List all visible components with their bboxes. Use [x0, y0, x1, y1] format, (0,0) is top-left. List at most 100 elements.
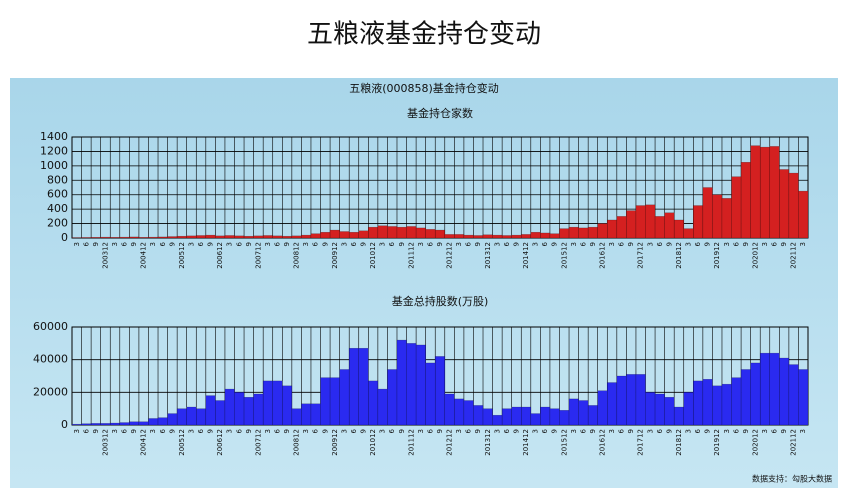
bar — [311, 234, 321, 238]
x-tick-label: 200512 — [178, 242, 186, 269]
bar — [760, 147, 770, 238]
bar — [665, 213, 675, 238]
bar — [626, 211, 636, 238]
x-tick-label: 200712 — [254, 242, 262, 269]
x-tick-label: 9 — [589, 242, 597, 246]
bar — [397, 227, 407, 238]
x-tick-label: 201512 — [560, 429, 568, 456]
bar — [378, 389, 388, 425]
bar — [187, 407, 197, 425]
x-tick-label: 201312 — [484, 242, 492, 269]
x-tick-label: 6 — [618, 428, 626, 433]
bar — [282, 236, 292, 238]
bar — [368, 227, 378, 238]
bar — [282, 386, 292, 425]
bar — [321, 232, 331, 238]
x-tick-label: 9 — [360, 429, 368, 433]
page-title: 五粮液基金持仓变动 — [307, 20, 541, 50]
bar — [588, 405, 598, 425]
x-tick-label: 6 — [579, 241, 587, 246]
x-tick-label: 3 — [111, 242, 119, 246]
x-tick-label: 3 — [608, 242, 616, 246]
bar — [770, 146, 780, 238]
x-tick-label: 201912 — [713, 429, 721, 456]
x-tick-label: 6 — [197, 428, 205, 433]
x-tick-label: 200912 — [331, 242, 339, 269]
x-tick-label: 3 — [264, 429, 272, 433]
bar — [569, 227, 579, 238]
bar — [426, 363, 436, 425]
bar — [168, 414, 178, 425]
x-tick-label: 3 — [799, 242, 807, 246]
bar — [579, 228, 589, 238]
x-tick-label: 9 — [627, 429, 635, 433]
bar — [646, 392, 656, 425]
x-tick-label: 9 — [436, 429, 444, 433]
bar — [349, 232, 359, 238]
bar — [273, 381, 283, 425]
x-tick-label: 6 — [388, 241, 396, 246]
bar — [340, 232, 350, 238]
bar — [674, 407, 684, 425]
x-tick-label: 3 — [226, 242, 234, 246]
x-tick-label: 201112 — [407, 429, 415, 456]
bar — [751, 146, 761, 238]
bar — [712, 195, 722, 238]
x-tick-label: 6 — [656, 428, 664, 433]
x-tick-label: 9 — [283, 429, 291, 433]
bar — [636, 206, 646, 238]
x-tick-label: 6 — [235, 241, 243, 246]
x-tick-label: 6 — [274, 428, 282, 433]
x-tick-label: 3 — [149, 429, 157, 433]
bar — [330, 230, 340, 238]
bar — [301, 235, 311, 238]
x-tick-label: 201612 — [598, 242, 606, 269]
bar — [148, 237, 158, 238]
x-tick-label: 202012 — [751, 429, 759, 456]
x-tick-label: 3 — [149, 242, 157, 246]
x-tick-label: 3 — [532, 429, 540, 433]
x-tick-label: 9 — [704, 429, 712, 433]
y-tick-label: 1200 — [40, 144, 68, 157]
bar — [798, 369, 808, 425]
bar — [531, 414, 541, 425]
x-tick-label: 9 — [130, 429, 138, 433]
x-tick-label: 6 — [656, 241, 664, 246]
x-tick-label: 3 — [570, 242, 578, 246]
x-tick-label: 9 — [512, 242, 520, 246]
y-tick-label: 0 — [61, 231, 68, 244]
x-tick-label: 3 — [417, 242, 425, 246]
x-tick-label: 9 — [474, 242, 482, 246]
x-tick-label: 6 — [771, 428, 779, 433]
bar — [101, 237, 111, 238]
x-tick-label: 201912 — [713, 242, 721, 269]
x-tick-label: 6 — [350, 428, 358, 433]
x-tick-label: 3 — [226, 429, 234, 433]
x-tick-label: 201312 — [484, 429, 492, 456]
bar — [760, 353, 770, 425]
x-tick-label: 6 — [388, 428, 396, 433]
bar — [798, 191, 808, 238]
bar — [502, 235, 512, 238]
x-tick-label: 9 — [436, 242, 444, 246]
x-tick-label: 3 — [799, 429, 807, 433]
y-tick-label: 0 — [61, 418, 68, 431]
bar — [617, 376, 627, 425]
bar — [349, 348, 359, 425]
bar — [177, 409, 187, 425]
x-tick-label: 9 — [589, 429, 597, 433]
x-tick-label: 9 — [360, 242, 368, 246]
x-tick-label: 3 — [685, 242, 693, 246]
x-tick-label: 6 — [541, 241, 549, 246]
x-tick-label: 201412 — [522, 429, 530, 456]
bar — [177, 236, 187, 238]
x-tick-label: 9 — [512, 429, 520, 433]
bar — [598, 224, 608, 238]
x-tick-label: 3 — [379, 429, 387, 433]
bar — [416, 228, 426, 238]
bar — [225, 235, 235, 238]
bar — [120, 423, 130, 425]
x-tick-label: 3 — [608, 429, 616, 433]
bar — [139, 422, 149, 425]
